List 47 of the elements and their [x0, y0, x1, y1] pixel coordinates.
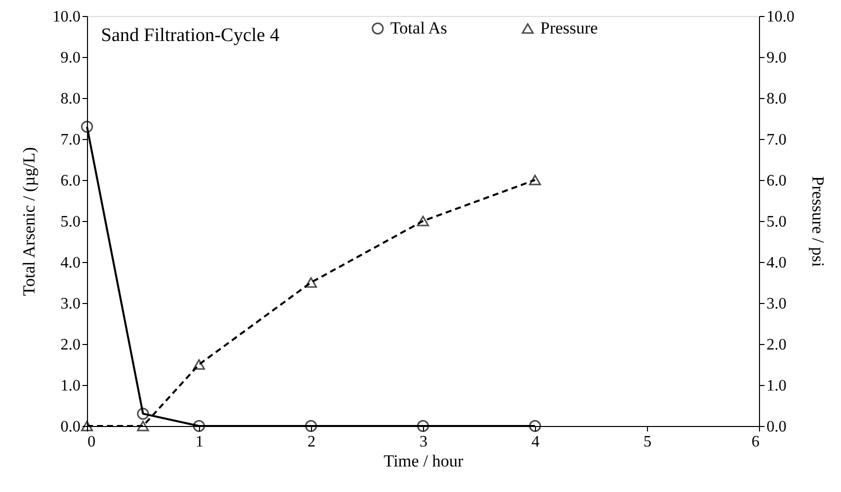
x-tick-label: 1 [196, 434, 204, 450]
y2-axis-title: Pressure / psi [808, 176, 828, 268]
y-tick-label: 6.0 [60, 172, 80, 190]
y2-tick-label: 1.0 [766, 378, 786, 394]
y2-tick-label: 5.0 [766, 214, 786, 230]
x-tick-label: 0 [88, 434, 96, 450]
y2-tick-label: 0.0 [766, 418, 786, 436]
y-tick-label: 5.0 [60, 214, 80, 230]
point [529, 420, 541, 432]
x-axis-title: Time / hour [384, 452, 464, 470]
point [137, 408, 149, 420]
chart-title: Sand Filtration-Cycle 4 [101, 25, 280, 46]
y-tick-label: 2.0 [60, 336, 80, 354]
y-tick-label: 4.0 [60, 254, 80, 272]
y-tick-label: 8.0 [60, 90, 80, 108]
x-tick-label: 5 [644, 434, 652, 450]
point [305, 420, 317, 432]
point [193, 420, 205, 432]
y2-tick-label: 2.0 [766, 336, 786, 354]
y2-tick-label: 7.0 [766, 132, 786, 148]
legend-label: Total As [390, 18, 448, 38]
y2-tick-label: 8.0 [766, 90, 786, 108]
y2-tick-label: 10.0 [766, 8, 794, 26]
point [137, 420, 149, 432]
y-tick-label: 0.0 [60, 418, 80, 436]
point [305, 277, 317, 288]
point [81, 420, 93, 432]
legend-label: Pressure [540, 18, 598, 38]
y-axis-title: Total Arsenic / (µg/L) [20, 147, 38, 296]
y-tick-label: 3.0 [60, 296, 80, 312]
point [417, 420, 429, 432]
point [529, 174, 541, 186]
x-tick-label: 3 [420, 434, 428, 450]
y2-tick-label: 9.0 [766, 50, 786, 66]
y-tick-label: 9.0 [60, 50, 80, 66]
y2-tick-label: 3.0 [766, 296, 786, 312]
x-tick-label: 4 [532, 434, 540, 450]
x-tick-label: 6 [752, 434, 760, 450]
y-tick-label: 7.0 [60, 132, 80, 148]
y-tick-label: 1.0 [60, 378, 80, 394]
y2-tick-label: 6.0 [766, 172, 786, 190]
point [417, 216, 429, 226]
point [81, 120, 93, 133]
y2-tick-label: 4.0 [766, 254, 786, 272]
point [193, 359, 205, 370]
y-tick-label: 10.0 [52, 8, 80, 26]
x-tick-label: 2 [308, 434, 316, 450]
